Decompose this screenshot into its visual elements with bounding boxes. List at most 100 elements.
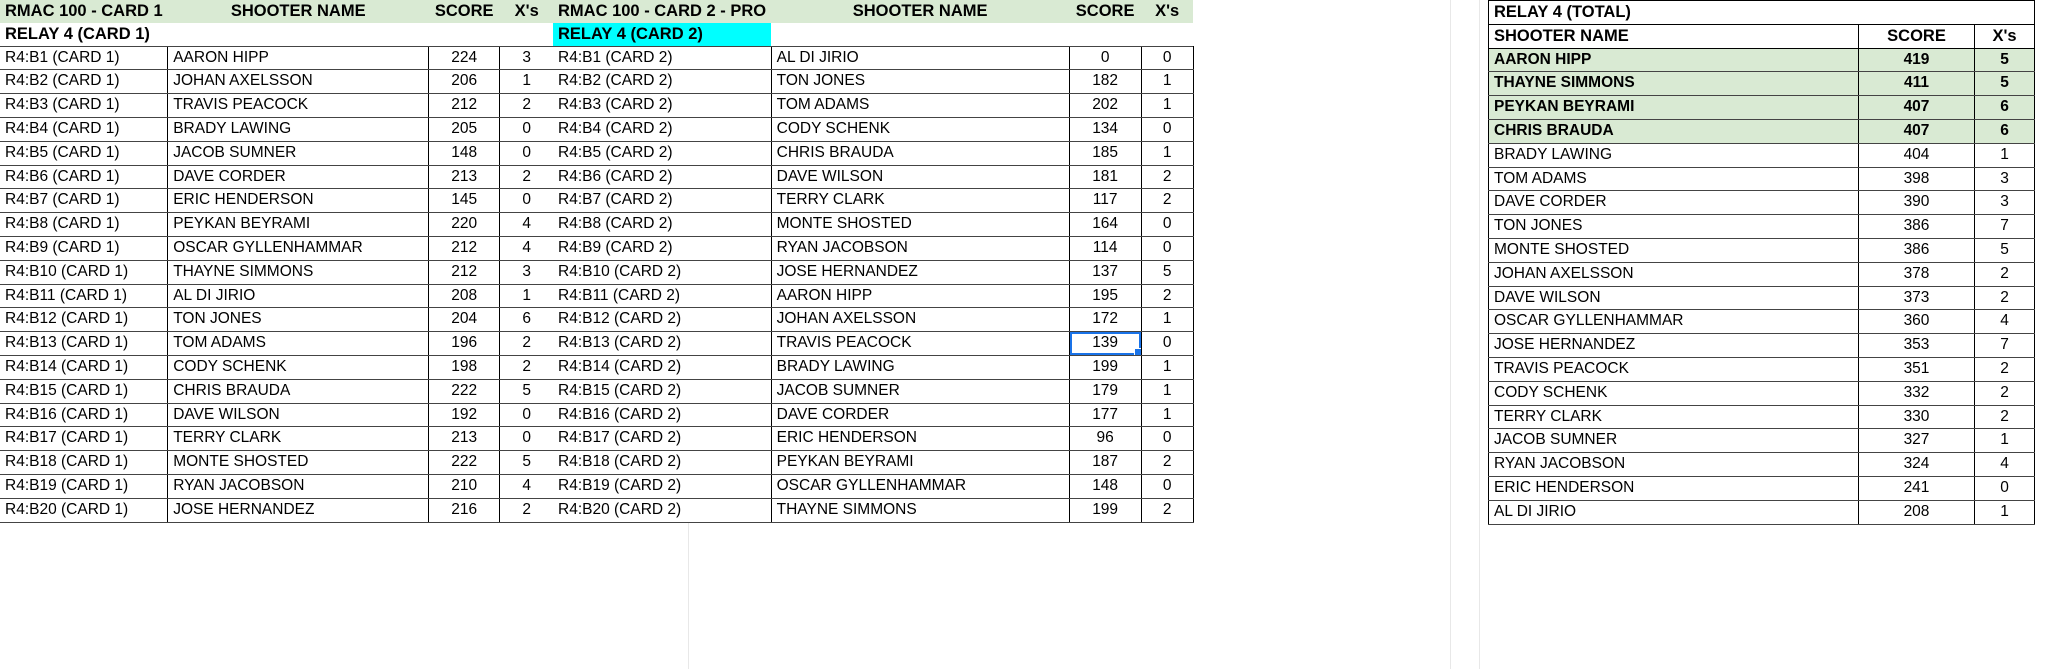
score-cell[interactable]: 411 xyxy=(1858,71,1975,97)
xcount-cell[interactable]: 0 xyxy=(499,140,555,166)
empty-cell[interactable] xyxy=(1974,0,2035,25)
score-cell[interactable]: 182 xyxy=(1068,69,1142,95)
bench-id-cell[interactable]: R4:B18 (CARD 1) xyxy=(0,450,168,475)
relay-label-cell[interactable]: RELAY 4 (CARD 1) xyxy=(0,22,168,47)
score-cell[interactable]: 139 xyxy=(1068,331,1142,356)
bench-id-cell[interactable]: R4:B1 (CARD 1) xyxy=(0,45,168,71)
table-row[interactable]: R4:B1 (CARD 2) AL DI JIRIO 0 0 xyxy=(553,45,1194,71)
xcount-cell[interactable]: 0 xyxy=(1140,426,1194,452)
shooter-name-cell[interactable]: BRADY LAWING xyxy=(167,116,429,142)
score-cell[interactable]: 220 xyxy=(428,212,500,237)
bench-id-cell[interactable]: R4:B7 (CARD 2) xyxy=(553,188,772,214)
shooter-name-cell[interactable]: THAYNE SIMMONS xyxy=(167,259,429,285)
table-row[interactable]: R4:B20 (CARD 2) THAYNE SIMMONS 199 2 xyxy=(553,497,1194,523)
xcount-cell[interactable]: 6 xyxy=(1974,118,2035,144)
xcount-cell[interactable]: 3 xyxy=(1974,166,2035,192)
column-header-name[interactable]: SHOOTER NAME xyxy=(771,0,1070,23)
table-row[interactable]: TON JONES 386 7 xyxy=(1488,214,2035,239)
score-cell[interactable]: 148 xyxy=(1068,473,1142,499)
shooter-name-cell[interactable]: MONTE SHOSTED xyxy=(167,450,429,475)
shooter-name-cell[interactable]: JACOB SUMNER xyxy=(770,378,1070,404)
shooter-name-cell[interactable]: MONTE SHOSTED xyxy=(770,212,1070,237)
score-cell[interactable]: 181 xyxy=(1068,164,1142,190)
score-cell[interactable]: 378 xyxy=(1858,261,1975,287)
xcount-cell[interactable]: 0 xyxy=(1140,235,1194,261)
table-row[interactable]: R4:B12 (CARD 1) TON JONES 204 6 xyxy=(0,307,555,333)
bench-id-cell[interactable]: R4:B15 (CARD 1) xyxy=(0,378,168,404)
bench-id-cell[interactable]: R4:B6 (CARD 1) xyxy=(0,164,168,190)
xcount-cell[interactable]: 1 xyxy=(499,69,555,95)
table-row[interactable]: THAYNE SIMMONS 411 5 xyxy=(1488,71,2035,97)
xcount-cell[interactable]: 0 xyxy=(1140,331,1194,356)
table-row[interactable]: JOSE HERNANDEZ 353 7 xyxy=(1488,333,2035,358)
score-cell[interactable]: 96 xyxy=(1068,426,1142,452)
column-header-name[interactable]: SHOOTER NAME xyxy=(167,0,429,23)
shooter-name-cell[interactable]: CHRIS BRAUDA xyxy=(1488,118,1859,144)
xcount-cell[interactable]: 4 xyxy=(499,473,555,499)
score-cell[interactable]: 332 xyxy=(1858,380,1975,406)
xcount-cell[interactable]: 2 xyxy=(499,497,555,523)
shooter-name-cell[interactable]: TON JONES xyxy=(1488,214,1859,239)
bench-id-cell[interactable]: R4:B11 (CARD 2) xyxy=(553,283,772,309)
bench-id-cell[interactable]: R4:B5 (CARD 2) xyxy=(553,140,772,166)
table-row[interactable]: R4:B5 (CARD 2) CHRIS BRAUDA 185 1 xyxy=(553,140,1194,166)
bench-id-cell[interactable]: R4:B7 (CARD 1) xyxy=(0,188,168,214)
table-row[interactable]: R4:B20 (CARD 1) JOSE HERNANDEZ 216 2 xyxy=(0,497,555,523)
table-row[interactable]: R4:B7 (CARD 2) TERRY CLARK 117 2 xyxy=(553,188,1194,214)
shooter-name-cell[interactable]: DAVE CORDER xyxy=(770,402,1070,428)
score-cell[interactable]: 0 xyxy=(1068,45,1142,71)
shooter-name-cell[interactable]: DAVE WILSON xyxy=(1488,285,1859,311)
table-row[interactable]: RYAN JACOBSON 324 4 xyxy=(1488,452,2035,477)
xcount-cell[interactable]: 3 xyxy=(1974,190,2035,216)
bench-id-cell[interactable]: R4:B8 (CARD 1) xyxy=(0,212,168,237)
bench-id-cell[interactable]: R4:B17 (CARD 2) xyxy=(553,426,772,452)
xcount-cell[interactable]: 3 xyxy=(499,259,555,285)
table-row[interactable]: JOHAN AXELSSON 378 2 xyxy=(1488,261,2035,287)
table-row[interactable]: JACOB SUMNER 327 1 xyxy=(1488,428,2035,454)
table-row[interactable]: R4:B15 (CARD 2) JACOB SUMNER 179 1 xyxy=(553,378,1194,404)
xcount-cell[interactable]: 1 xyxy=(1140,307,1194,333)
bench-id-cell[interactable]: R4:B14 (CARD 2) xyxy=(553,354,772,380)
score-cell[interactable]: 185 xyxy=(1068,140,1142,166)
score-cell[interactable]: 195 xyxy=(1068,283,1142,309)
score-cell[interactable]: 404 xyxy=(1858,142,1975,168)
bench-id-cell[interactable]: R4:B1 (CARD 2) xyxy=(553,45,772,71)
bench-id-cell[interactable]: R4:B13 (CARD 2) xyxy=(553,331,772,356)
table-row[interactable]: R4:B13 (CARD 1) TOM ADAMS 196 2 xyxy=(0,331,555,356)
shooter-name-cell[interactable]: DAVE CORDER xyxy=(1488,190,1859,216)
bench-id-cell[interactable]: R4:B13 (CARD 1) xyxy=(0,331,168,356)
xcount-cell[interactable]: 5 xyxy=(1974,71,2035,97)
xcount-cell[interactable]: 1 xyxy=(1974,428,2035,454)
column-header-xs[interactable]: X's xyxy=(1141,0,1194,23)
table-row[interactable]: ERIC HENDERSON 241 0 xyxy=(1488,475,2035,501)
score-cell[interactable]: 210 xyxy=(428,473,500,499)
table-row[interactable]: CODY SCHENK 332 2 xyxy=(1488,380,2035,406)
score-cell[interactable]: 206 xyxy=(428,69,500,95)
table-row[interactable]: OSCAR GYLLENHAMMAR 360 4 xyxy=(1488,309,2035,335)
xcount-cell[interactable]: 6 xyxy=(499,307,555,333)
bench-id-cell[interactable]: R4:B17 (CARD 1) xyxy=(0,426,168,452)
table-row[interactable]: R4:B14 (CARD 1) CODY SCHENK 198 2 xyxy=(0,354,555,380)
empty-cell[interactable] xyxy=(771,22,1070,47)
bench-id-cell[interactable]: R4:B14 (CARD 1) xyxy=(0,354,168,380)
table-row[interactable]: R4:B1 (CARD 1) AARON HIPP 224 3 xyxy=(0,45,555,71)
score-cell[interactable]: 360 xyxy=(1858,309,1975,335)
bench-id-cell[interactable]: R4:B10 (CARD 2) xyxy=(553,259,772,285)
shooter-name-cell[interactable]: PEYKAN BEYRAMI xyxy=(167,212,429,237)
xcount-cell[interactable]: 4 xyxy=(499,235,555,261)
bench-id-cell[interactable]: R4:B3 (CARD 2) xyxy=(553,93,772,118)
xcount-cell[interactable]: 0 xyxy=(1140,116,1194,142)
table-row[interactable]: R4:B7 (CARD 1) ERIC HENDERSON 145 0 xyxy=(0,188,555,214)
score-cell[interactable]: 148 xyxy=(428,140,500,166)
bench-id-cell[interactable]: R4:B11 (CARD 1) xyxy=(0,283,168,309)
xcount-cell[interactable]: 4 xyxy=(1974,309,2035,335)
xcount-cell[interactable]: 5 xyxy=(499,450,555,475)
xcount-cell[interactable]: 5 xyxy=(499,378,555,404)
score-cell[interactable]: 373 xyxy=(1858,285,1975,311)
shooter-name-cell[interactable]: TRAVIS PEACOCK xyxy=(770,331,1070,356)
xcount-cell[interactable]: 4 xyxy=(499,212,555,237)
table-row[interactable]: DAVE WILSON 373 2 xyxy=(1488,285,2035,311)
shooter-name-cell[interactable]: TERRY CLARK xyxy=(167,426,429,452)
shooter-name-cell[interactable]: CHRIS BRAUDA xyxy=(167,378,429,404)
shooter-name-cell[interactable]: TERRY CLARK xyxy=(1488,404,1859,430)
